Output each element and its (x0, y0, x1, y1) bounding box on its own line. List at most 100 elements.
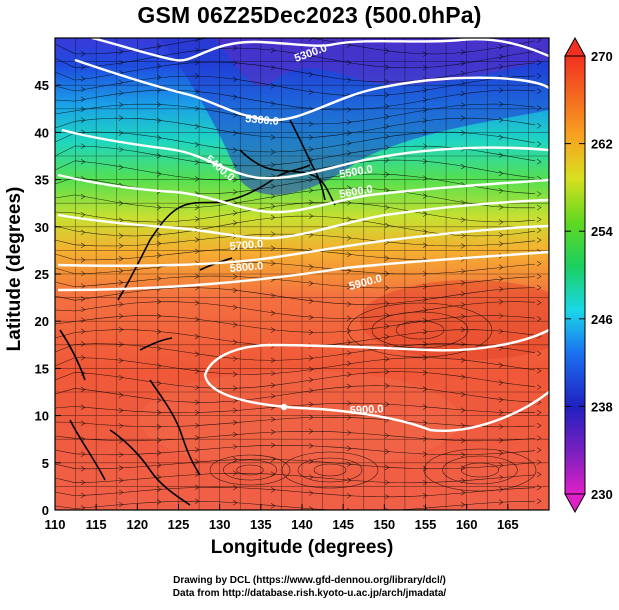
streamline-arrow (346, 251, 352, 258)
streamline-arrow (118, 130, 124, 136)
streamline-arrow (346, 140, 352, 146)
streamline-arrow (194, 422, 200, 429)
colorbar-tick-label: 254 (591, 224, 613, 239)
streamline-arrow (422, 386, 428, 392)
streamline-arrow (536, 237, 542, 243)
streamline-arrow (422, 129, 428, 136)
streamline-arrow (232, 60, 238, 66)
streamline-arrow (346, 172, 352, 178)
streamline-arrow (460, 115, 466, 121)
streamline-arrow (460, 90, 466, 97)
streamline-arrow (346, 268, 352, 274)
streamline-arrow (80, 479, 86, 486)
streamline-arrow (232, 339, 238, 345)
streamline-arrow (308, 366, 314, 372)
streamline (55, 431, 536, 442)
streamline-arrow (460, 102, 466, 108)
streamline-arrow (308, 121, 314, 127)
streamline-arrow (232, 356, 238, 362)
streamline-arrow (270, 487, 276, 493)
streamline-arrow (422, 341, 428, 347)
streamline-arrow (384, 79, 390, 85)
streamline (55, 159, 536, 181)
streamline-arrow (80, 404, 86, 411)
contour-label: 5300.0 (245, 113, 280, 128)
streamline-arrow (232, 407, 238, 414)
y-tick-label: 5 (42, 456, 49, 471)
streamline-arrow (346, 493, 352, 499)
streamline-arrow (156, 313, 162, 319)
streamline-arrow (118, 79, 124, 86)
streamline-arrow (346, 185, 352, 191)
streamline-loop (371, 311, 469, 349)
streamline-arrow (536, 316, 542, 322)
streamline-arrow (156, 63, 162, 69)
streamline-arrow (270, 442, 276, 448)
streamline-arrow (308, 428, 314, 434)
streamline-arrow (346, 383, 352, 390)
streamline-arrow (308, 490, 314, 496)
streamline-arrow (422, 270, 428, 277)
streamline-arrow (80, 64, 86, 70)
streamline-arrow (308, 213, 314, 219)
streamline-arrow (460, 437, 466, 444)
streamline-arrow (118, 341, 124, 348)
streamline-arrow (346, 429, 352, 436)
y-tick-label: 35 (35, 173, 49, 188)
streamline-arrow (346, 350, 352, 356)
y-tick-label: 20 (35, 314, 49, 329)
streamline-arrow (80, 354, 86, 361)
streamline-arrow (270, 416, 276, 423)
streamline-arrow (156, 499, 162, 505)
streamline-arrow (308, 176, 314, 183)
streamline-arrow (536, 105, 542, 111)
streamline (55, 201, 536, 223)
streamline-arrow (384, 270, 390, 277)
streamline-arrow (422, 107, 428, 113)
streamline-arrow (270, 149, 276, 155)
streamline-arrow (194, 384, 200, 391)
streamline (55, 103, 536, 125)
streamline-loop (395, 320, 445, 340)
streamline-arrow (308, 414, 314, 421)
streamline-arrow (118, 451, 124, 458)
streamline-arrow (308, 329, 314, 336)
streamline-arrow (80, 212, 86, 218)
streamline-arrow (118, 477, 124, 484)
streamline-arrow (232, 484, 238, 491)
streamline-arrow (194, 351, 200, 357)
height-contours (57, 38, 549, 432)
y-tick-label: 10 (35, 409, 49, 424)
streamline-arrow (118, 301, 124, 307)
streamline-arrow (118, 146, 124, 153)
streamline-arrow (308, 71, 314, 78)
streamline-arrow (156, 219, 162, 225)
streamline-arrow (156, 450, 162, 456)
streamline-arrow (308, 458, 314, 464)
streamline-arrow (118, 407, 124, 414)
typhoon-marker (280, 403, 288, 411)
streamline-arrow (536, 273, 542, 280)
streamline-arrow (536, 498, 542, 504)
streamline-arrow (498, 396, 504, 403)
streamline-arrow (498, 486, 504, 493)
streamline-arrow (156, 252, 162, 259)
streamline-arrow (498, 63, 504, 70)
streamline-arrow (384, 64, 390, 71)
streamline-arrow (118, 115, 124, 121)
streamline-arrow (270, 193, 276, 199)
streamline-arrow (346, 461, 352, 468)
streamline-arrow (118, 501, 124, 508)
streamline-arrow (194, 123, 200, 130)
streamline-arrow (80, 242, 86, 249)
streamline-arrow (308, 134, 314, 141)
y-tick-label: 30 (35, 220, 49, 235)
streamline-arrow (270, 183, 276, 190)
streamline-arrow (156, 240, 162, 247)
streamline-arrow (194, 59, 200, 66)
streamline-arrow (422, 369, 428, 376)
streamline-arrow (232, 371, 238, 377)
streamline-arrow (460, 490, 466, 496)
streamline-arrow (536, 422, 542, 429)
streamline-arrow (194, 248, 200, 255)
